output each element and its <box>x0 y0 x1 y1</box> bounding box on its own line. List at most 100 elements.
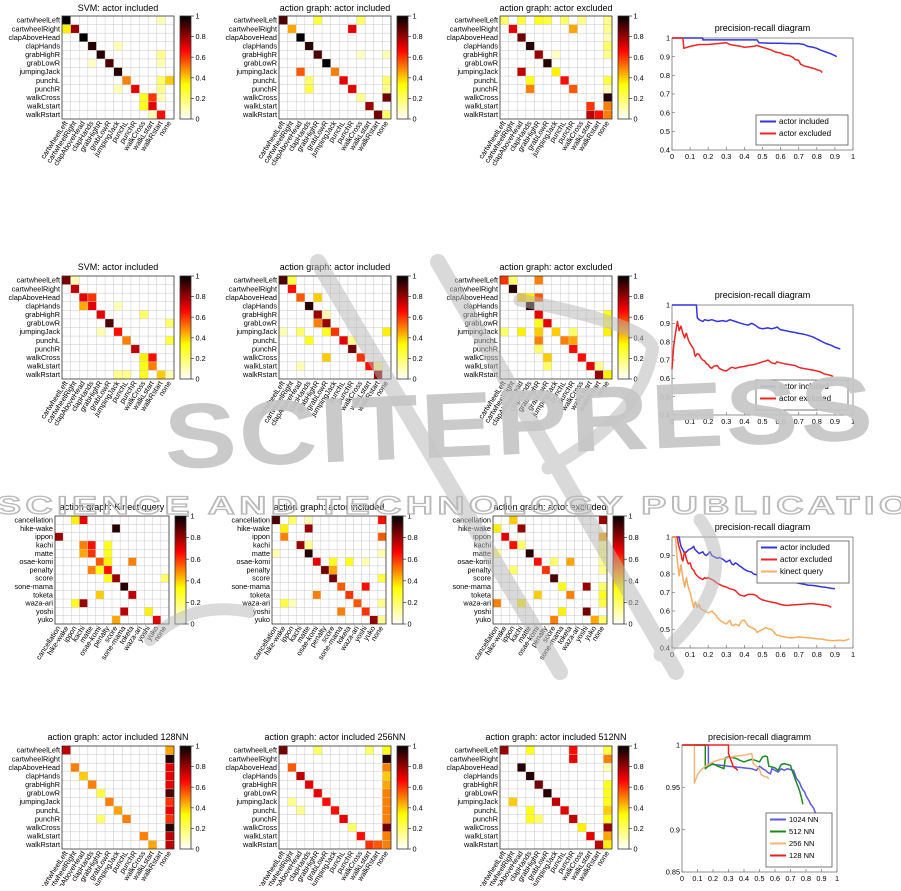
heatmap-cell <box>517 33 526 42</box>
y-tick-label: 0.9 <box>660 319 670 328</box>
row-label: punchR <box>35 84 60 93</box>
heatmap-cell <box>279 746 288 755</box>
heatmap-cell <box>148 110 157 119</box>
heatmap-cell <box>558 607 567 616</box>
heatmap-cell <box>148 840 157 849</box>
heatmap-cell <box>509 540 518 550</box>
heatmap-cell <box>112 524 121 533</box>
row-label: clapHands <box>26 771 61 780</box>
x-tick-label: 0.2 <box>703 650 713 659</box>
heatmap-cell <box>365 361 374 371</box>
row-label: punchL <box>253 806 277 815</box>
row-label: walkLstart <box>26 102 60 111</box>
row-label: punchL <box>253 76 277 85</box>
colorbar <box>179 745 192 850</box>
row-label: walkCross <box>25 93 60 102</box>
x-tick-label: 1 <box>851 152 855 161</box>
colorbar-tick-label: 0.4 <box>196 803 206 812</box>
row-label: clapAboveHead <box>225 293 277 302</box>
row-label: punchR <box>473 84 498 93</box>
colorbar-tick-label: 1 <box>634 12 638 21</box>
row-label: cartwheelRight <box>229 24 277 33</box>
colorbar-tick-label: 0 <box>629 620 633 629</box>
heatmap-cell <box>105 797 114 807</box>
heatmap-cell <box>501 532 510 541</box>
heatmap-cell <box>287 276 297 285</box>
heatmap-cell <box>382 84 391 94</box>
row-label: penalty <box>29 565 53 574</box>
heatmap-cell <box>112 574 121 583</box>
heatmap-cell <box>493 599 502 608</box>
row-label: sone-mama <box>14 582 53 591</box>
row-label: cartwheelLeft <box>234 746 277 755</box>
heatmap-cell <box>369 615 378 624</box>
heatmap-cell <box>71 516 80 525</box>
heatmap-cell <box>525 41 535 51</box>
row-label: sone-mama <box>231 582 270 591</box>
heatmap-cell <box>598 582 607 591</box>
heatmap-cell <box>577 16 587 25</box>
heatmap-cell <box>322 310 331 319</box>
row-label: cartwheelLeft <box>234 276 277 285</box>
x-tick-label: 0.3 <box>721 650 731 659</box>
heatmap-cell <box>534 16 544 25</box>
heatmap-cell <box>144 607 153 616</box>
heatmap-cell <box>382 823 391 832</box>
heatmap-cell <box>382 788 391 798</box>
heatmap-cell <box>339 76 348 85</box>
heatmap-cell <box>603 763 612 772</box>
heatmap-cell <box>330 327 340 337</box>
heatmap-cell <box>500 16 509 25</box>
row-label: jumpingJack <box>18 797 60 806</box>
heatmap-cell <box>377 532 386 541</box>
heatmap-cell <box>312 557 321 566</box>
heatmap-cell <box>534 276 544 285</box>
colorbar-tick-label: 1 <box>196 12 200 21</box>
heatmap-cell <box>329 574 338 583</box>
colorbar-tick-label: 0 <box>196 845 200 854</box>
heatmap-cell <box>288 599 297 608</box>
legend-label: actor excluded <box>779 129 831 138</box>
x-tick-label: 0.1 <box>685 417 695 426</box>
x-tick-label: 0.9 <box>830 152 840 161</box>
pr-chart-pr-2: precision-recall diagram 0 0.1 0.2 0.3 0.4 0.5… <box>660 290 855 426</box>
heatmap-cell <box>577 353 587 362</box>
chart-title: precision-recall diagram <box>715 290 811 300</box>
heatmap-cell <box>87 58 97 68</box>
row-label: clapAboveHead <box>8 33 60 42</box>
heatmap-cell <box>304 780 314 789</box>
heatmap-cell <box>320 565 329 575</box>
heatmap-cell <box>347 823 357 832</box>
heatmap-cell <box>500 276 509 285</box>
heatmap-cell <box>543 58 552 68</box>
heatmap-cell <box>96 814 106 824</box>
row-label: walkCross <box>242 353 277 362</box>
heatmap-cell <box>568 327 578 337</box>
heatmap-cell <box>373 840 383 849</box>
row-label: punchR <box>35 344 60 353</box>
heatmap-cell <box>603 318 612 328</box>
y-tick-label: 0.5 <box>660 392 670 401</box>
heatmap-cell <box>156 58 166 68</box>
x-tick-label: 0.8 <box>801 874 811 883</box>
x-tick-label: 0.9 <box>816 874 826 883</box>
heatmap-cell <box>296 361 305 371</box>
chart-title: SVM: actor included <box>78 3 159 13</box>
colorbar-tick-label: 0.2 <box>634 354 644 363</box>
colorbar-tick-label: 0.2 <box>413 354 423 363</box>
y-tick-label: 0.9 <box>660 52 670 61</box>
heatmap-cell <box>598 565 607 575</box>
heatmap-r1-ag-actor-excluded: action graph: actor excludedcartwheelLef… <box>446 3 643 167</box>
x-tick-label: 1 <box>835 874 839 883</box>
chart-title: action graph: actor included 128NN <box>47 732 188 742</box>
x-tick-label: 0 <box>670 417 674 426</box>
heatmap-r1-ag-actor-included: action graph: actor includedcartwheelLef… <box>225 3 422 167</box>
x-tick-label: 0.3 <box>721 152 731 161</box>
heatmap-cell <box>517 327 526 337</box>
heatmap-cell <box>509 516 518 525</box>
series-1024-NN <box>682 744 824 829</box>
colorbar <box>179 275 192 380</box>
x-tick-label: 0.4 <box>739 874 749 883</box>
heatmap-cell <box>361 582 370 591</box>
colorbar-tick-label: 0.2 <box>629 598 639 607</box>
